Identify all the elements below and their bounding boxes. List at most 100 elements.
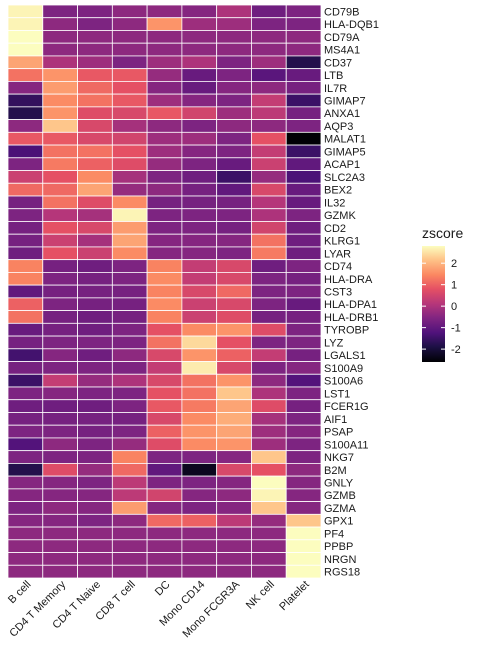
heatmap-cell bbox=[111, 4, 148, 19]
heatmap-cell bbox=[77, 259, 113, 273]
heatmap-cell bbox=[146, 81, 183, 95]
gene-label: S100A11 bbox=[324, 439, 368, 451]
heatmap-cell bbox=[216, 488, 252, 502]
heatmap-cell bbox=[146, 119, 183, 133]
heatmap-cell bbox=[7, 30, 44, 44]
gene-label: CD2 bbox=[324, 223, 346, 235]
heatmap-cell bbox=[181, 271, 218, 286]
heatmap-cell bbox=[285, 361, 322, 375]
heatmap-cell bbox=[7, 233, 44, 248]
heatmap-cell bbox=[7, 412, 44, 426]
heatmap-cell bbox=[285, 310, 322, 324]
heatmap-cell bbox=[216, 30, 252, 44]
heatmap-cell bbox=[111, 131, 148, 146]
heatmap-cell bbox=[285, 564, 322, 579]
gene-label: LST1 bbox=[324, 388, 350, 400]
heatmap-cell bbox=[77, 373, 113, 388]
heatmap-cell bbox=[77, 284, 113, 299]
heatmap-cell bbox=[216, 297, 252, 311]
heatmap-cell bbox=[251, 233, 287, 248]
heatmap-cell bbox=[285, 437, 322, 452]
heatmap-cell bbox=[111, 55, 148, 70]
heatmap-cell bbox=[7, 208, 44, 222]
heatmap-cell bbox=[285, 297, 322, 311]
heatmap-cell bbox=[42, 501, 78, 515]
heatmap-cell bbox=[251, 348, 287, 362]
heatmap-cell bbox=[111, 81, 148, 95]
cell-type-label: B cell bbox=[6, 579, 34, 607]
heatmap-cell bbox=[216, 564, 252, 579]
heatmap-cell bbox=[77, 475, 113, 490]
heatmap-cell bbox=[181, 539, 218, 553]
gene-label: CST3 bbox=[324, 287, 352, 299]
heatmap-cell bbox=[285, 462, 322, 477]
gene-label: CD79A bbox=[324, 32, 360, 44]
heatmap-cell bbox=[216, 412, 252, 426]
heatmap-cell bbox=[285, 17, 322, 31]
colorbar-tick-label: -1 bbox=[451, 323, 461, 335]
colorbar-ticks: 2 1 0 -1 -2 bbox=[422, 258, 461, 356]
heatmap-cell bbox=[146, 424, 183, 439]
gene-label: RGS18 bbox=[324, 567, 360, 579]
heatmap-cell bbox=[77, 450, 113, 464]
heatmap-cell bbox=[251, 322, 287, 337]
heatmap-cell bbox=[7, 552, 44, 566]
heatmap-cell bbox=[77, 386, 113, 401]
gene-label: HLA-DRA bbox=[324, 274, 373, 286]
heatmap-cell bbox=[285, 271, 322, 286]
heatmap-cell bbox=[251, 564, 287, 579]
heatmap-cell bbox=[181, 310, 218, 324]
heatmap-cell bbox=[77, 564, 113, 579]
heatmap-cell bbox=[7, 386, 44, 401]
gene-label: S100A6 bbox=[324, 376, 363, 388]
heatmap-cell bbox=[146, 259, 183, 273]
heatmap-cell bbox=[42, 68, 78, 82]
heatmap-cell bbox=[111, 93, 148, 108]
heatmap-cell bbox=[285, 42, 322, 57]
gene-label: MS4A1 bbox=[324, 45, 360, 57]
heatmap-cell bbox=[42, 284, 78, 299]
heatmap-cell bbox=[285, 386, 322, 401]
gene-label: LYZ bbox=[324, 337, 344, 349]
heatmap-cell bbox=[77, 144, 113, 159]
heatmap-cell bbox=[216, 271, 252, 286]
heatmap-cell bbox=[111, 386, 148, 401]
heatmap-cell bbox=[111, 297, 148, 311]
heatmap-cell bbox=[77, 501, 113, 515]
heatmap-cell bbox=[77, 4, 113, 19]
colorbar-tick-label: 2 bbox=[451, 258, 457, 270]
heatmap-cell bbox=[216, 195, 252, 210]
heatmap-cell bbox=[146, 539, 183, 553]
heatmap-cell bbox=[42, 310, 78, 324]
heatmap-cell bbox=[181, 131, 218, 146]
heatmap-cell bbox=[251, 170, 287, 184]
gene-label: LGALS1 bbox=[324, 350, 366, 362]
heatmap-cell bbox=[146, 361, 183, 375]
gene-label: AQP3 bbox=[324, 121, 353, 133]
heatmap-cell bbox=[42, 475, 78, 490]
heatmap-cell bbox=[181, 182, 218, 197]
heatmap-cell bbox=[146, 462, 183, 477]
heatmap-cell bbox=[7, 182, 44, 197]
heatmap-cell bbox=[146, 106, 183, 121]
heatmap-cell bbox=[7, 17, 44, 31]
heatmap-cell bbox=[251, 42, 287, 57]
heatmap-cell bbox=[111, 182, 148, 197]
heatmap-cell bbox=[7, 93, 44, 108]
heatmap-cell bbox=[146, 182, 183, 197]
heatmap-cell bbox=[77, 195, 113, 210]
heatmap-cell bbox=[181, 373, 218, 388]
heatmap-cell bbox=[285, 259, 322, 273]
heatmap-cell bbox=[251, 335, 287, 350]
heatmap-cell bbox=[146, 297, 183, 311]
heatmap-cell bbox=[77, 68, 113, 82]
heatmap-cell bbox=[146, 55, 183, 70]
gene-label: GIMAP5 bbox=[324, 146, 366, 158]
heatmap-cell bbox=[111, 450, 148, 464]
gene-label: GZMB bbox=[324, 490, 356, 502]
heatmap-cell bbox=[77, 513, 113, 528]
heatmap-cell bbox=[216, 399, 252, 413]
heatmap-cell bbox=[111, 119, 148, 133]
heatmap-cell bbox=[146, 399, 183, 413]
heatmap-cell bbox=[285, 119, 322, 133]
